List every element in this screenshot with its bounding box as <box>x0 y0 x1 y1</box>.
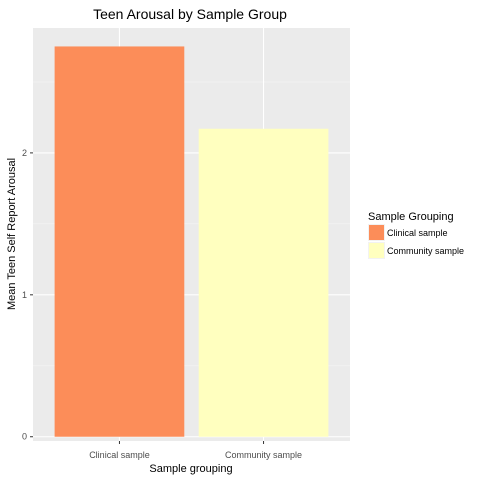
y-axis-title: Mean Teen Self Report Arousal <box>6 158 18 310</box>
legend-swatch <box>369 225 384 240</box>
x-tick-label: Community sample <box>225 450 302 460</box>
legend: Sample Grouping Clinical sample Community… <box>368 211 464 259</box>
y-tick-label: 2 <box>22 148 27 158</box>
y-axis: 0 1 2 <box>22 148 33 442</box>
chart-title: Teen Arousal by Sample Group <box>93 6 287 22</box>
x-tick-label: Clinical sample <box>89 450 150 460</box>
y-tick-label: 0 <box>22 432 27 442</box>
legend-swatch <box>369 243 384 258</box>
legend-label: Clinical sample <box>387 228 448 238</box>
bar-community-sample <box>198 128 329 437</box>
bar-clinical-sample <box>54 46 185 437</box>
x-axis: Clinical sample Community sample <box>89 441 302 460</box>
legend-label: Community sample <box>387 246 464 256</box>
y-tick-label: 1 <box>22 290 27 300</box>
legend-title: Sample Grouping <box>368 211 454 223</box>
bars <box>54 46 329 437</box>
legend-entries: Clinical sample Community sample <box>368 224 464 259</box>
x-axis-title: Sample grouping <box>149 463 232 475</box>
